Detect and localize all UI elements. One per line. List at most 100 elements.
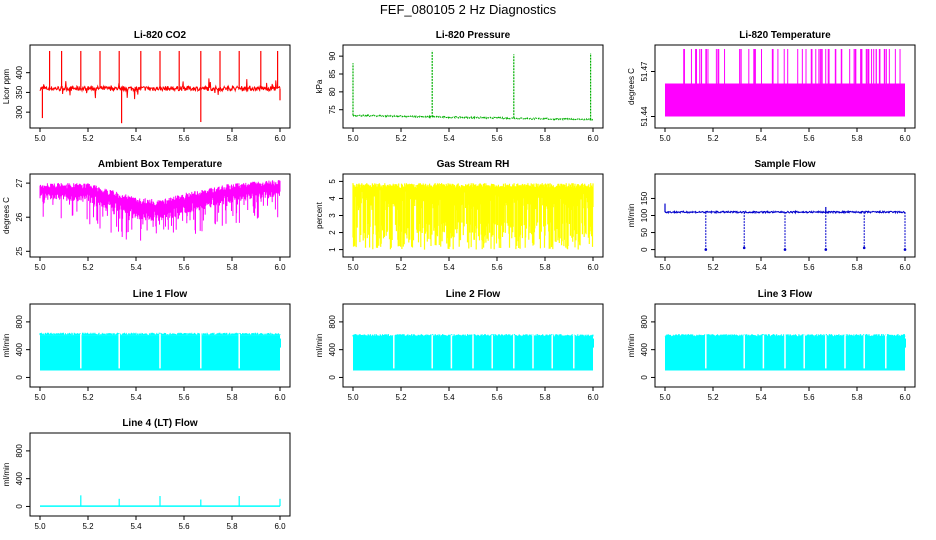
x-tick-label: 5.0 (347, 263, 359, 272)
panel-8: Line 3 Flow 5.0 5.2 5.4 5.6 5.8 6.0 0 400 800 ml/m… (627, 289, 916, 402)
y-axis-label: ml/min (2, 334, 11, 358)
x-tick-label: 5.6 (178, 263, 190, 272)
x-tick-label: 6.0 (587, 134, 599, 143)
x-tick-label: 5.4 (130, 393, 142, 402)
y-tick-label: 1 (328, 247, 337, 252)
y-axis-label: ml/min (315, 334, 324, 358)
panel-title: Ambient Box Temperature (98, 159, 223, 170)
x-tick-label: 5.8 (226, 393, 238, 402)
x-tick-label: 5.6 (178, 522, 190, 531)
x-tick-label: 5.4 (130, 134, 142, 143)
x-tick-label: 5.4 (130, 263, 142, 272)
panel-9: Line 4 (LT) Flow 5.0 5.2 5.4 5.6 5.8 6.0 0 400 80… (2, 418, 291, 531)
panel-title: Line 1 Flow (133, 289, 188, 300)
plot-frame (29, 173, 291, 258)
panel-title: Li-820 CO2 (134, 30, 187, 41)
x-tick-label: 6.0 (274, 393, 286, 402)
x-tick-label: 5.8 (539, 134, 551, 143)
x-tick-label: 5.2 (395, 263, 407, 272)
x-tick-label: 6.0 (899, 263, 911, 272)
y-tick-label: 400 (15, 65, 24, 79)
x-tick-label: 5.0 (34, 393, 46, 402)
panel-3: Ambient Box Temperature 5.0 5.2 5.4 5.6 5.8 6.… (2, 159, 291, 272)
x-tick-label: 5.2 (395, 134, 407, 143)
x-tick-label: 5.6 (803, 134, 815, 143)
y-tick-label: 150 (640, 191, 649, 205)
x-tick-label: 5.8 (539, 263, 551, 272)
y-tick-label: 26 (15, 212, 24, 221)
series-band (665, 83, 905, 117)
dip-point (742, 246, 746, 250)
x-tick-label: 5.6 (491, 134, 503, 143)
x-tick-label: 5.2 (707, 263, 719, 272)
x-tick-label: 5.8 (851, 263, 863, 272)
x-tick-label: 5.4 (755, 263, 767, 272)
x-tick-label: 5.0 (659, 134, 671, 143)
dip-point (783, 248, 787, 251)
y-tick-label: 300 (15, 105, 24, 119)
y-axis-label: percent (315, 201, 324, 228)
x-tick-label: 5.0 (34, 134, 46, 143)
x-tick-label: 5.0 (34, 263, 46, 272)
y-tick-label: 800 (15, 315, 24, 329)
x-tick-label: 5.0 (347, 393, 359, 402)
y-tick-label: 85 (328, 69, 337, 78)
x-tick-label: 5.0 (347, 134, 359, 143)
plot-frame (29, 303, 291, 388)
dip-point (862, 246, 866, 250)
y-axis-label: degrees C (2, 197, 11, 234)
x-tick-label: 6.0 (587, 393, 599, 402)
panel-6: Line 1 Flow 5.0 5.2 5.4 5.6 5.8 6.0 0 400 800 ml/m… (2, 289, 291, 402)
y-tick-label: 800 (640, 315, 649, 329)
x-tick-label: 5.8 (851, 134, 863, 143)
y-tick-label: 400 (640, 342, 649, 356)
x-tick-label: 5.8 (226, 522, 238, 531)
y-axis-label: kPa (315, 79, 324, 93)
y-tick-label: 400 (328, 342, 337, 356)
y-tick-label: 51.47 (640, 61, 649, 82)
plot-frame (342, 44, 604, 129)
y-tick-label: 400 (15, 471, 24, 485)
y-tick-label: 75 (328, 105, 337, 114)
panel-title: Line 4 (LT) Flow (122, 418, 198, 429)
x-tick-label: 5.2 (707, 393, 719, 402)
x-tick-label: 5.6 (803, 393, 815, 402)
x-tick-label: 5.6 (491, 263, 503, 272)
x-tick-label: 5.4 (130, 522, 142, 531)
x-tick-label: 5.8 (226, 263, 238, 272)
x-tick-label: 5.4 (443, 134, 455, 143)
plot-frame (29, 432, 291, 517)
x-tick-label: 5.8 (539, 393, 551, 402)
y-tick-label: 800 (328, 315, 337, 329)
panel-title: Sample Flow (754, 159, 815, 170)
y-tick-label: 27 (15, 178, 24, 187)
x-tick-label: 5.8 (226, 134, 238, 143)
plot-frame (342, 303, 604, 388)
panel-0: Li-820 CO2 5.0 5.2 5.4 5.6 5.8 6.0 300 350 400 Lic… (2, 30, 291, 143)
y-tick-label: 800 (15, 444, 24, 458)
y-tick-label: 51.44 (640, 106, 649, 127)
x-tick-label: 5.2 (395, 393, 407, 402)
plot-frame (654, 303, 916, 388)
x-tick-label: 5.2 (82, 134, 94, 143)
panel-title: Gas Stream RH (437, 159, 510, 170)
panel-title: Li-820 Temperature (739, 30, 831, 41)
x-tick-label: 5.6 (178, 393, 190, 402)
y-tick-label: 80 (328, 87, 337, 96)
y-axis-label: ml/min (627, 204, 636, 228)
panel-5: Sample Flow 5.0 5.2 5.4 5.6 5.8 6.0 0 50 100 150 ml… (627, 159, 916, 272)
x-tick-label: 6.0 (899, 393, 911, 402)
y-axis-label: Licor ppm (2, 69, 11, 104)
plot-frame (29, 44, 291, 129)
x-tick-label: 6.0 (587, 263, 599, 272)
y-tick-label: 0 (640, 375, 649, 380)
y-axis-label: ml/min (2, 463, 11, 487)
x-tick-label: 5.4 (443, 393, 455, 402)
panel-1: Li-820 Pressure 5.0 5.2 5.4 5.6 5.8 6.0 75 80 85 9… (315, 30, 604, 143)
panel-4: Gas Stream RH 5.0 5.2 5.4 5.6 5.8 6.0 1 2 3 4 5 perc… (315, 159, 604, 272)
x-tick-label: 5.2 (82, 393, 94, 402)
series-line (39, 180, 281, 241)
y-tick-label: 0 (328, 375, 337, 380)
